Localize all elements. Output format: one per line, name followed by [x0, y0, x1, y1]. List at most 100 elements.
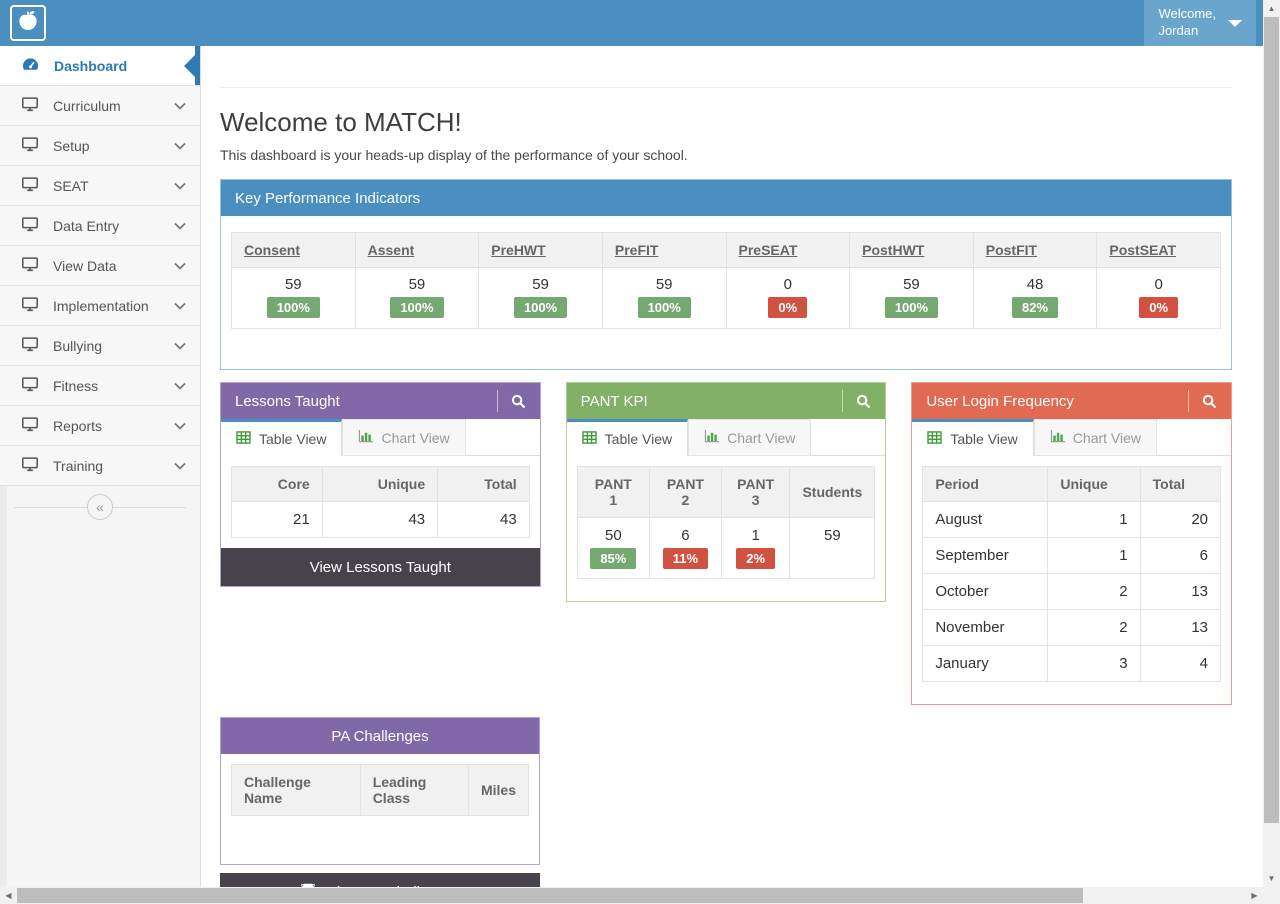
- sidebar-item-label: Data Entry: [53, 217, 120, 234]
- apple-logo-icon: [16, 9, 40, 38]
- kpi-panel-body: Consent Assent PreHWT PreFIT PreSEAT Pos…: [221, 216, 1231, 369]
- table-view-icon: [927, 431, 943, 447]
- view-lessons-taught-button[interactable]: View Lessons Taught: [221, 548, 540, 586]
- pa-table: Challenge Name Leading Class Miles: [231, 764, 530, 816]
- tab-chart-view[interactable]: Chart View: [688, 419, 812, 456]
- scroll-right-arrow[interactable]: ▶: [1251, 891, 1258, 900]
- kpi-value: 59: [284, 276, 302, 293]
- kpi-cell: 0 0%: [725, 267, 851, 329]
- chevron-down-icon: [174, 382, 186, 390]
- pa-panel-header: PA Challenges: [221, 718, 539, 754]
- tab-chart-view[interactable]: Chart View: [1033, 419, 1158, 456]
- chevron-down-icon: [174, 182, 186, 190]
- table-cell: 21: [231, 501, 323, 538]
- tab-table-view[interactable]: Table View: [221, 419, 343, 456]
- kpi-panel-header: Key Performance Indicators: [221, 180, 1231, 216]
- horizontal-scroll-thumb[interactable]: [17, 888, 1083, 903]
- horizontal-scrollbar[interactable]: ◀ ▶: [0, 887, 1263, 904]
- sidebar-item-setup[interactable]: Setup: [0, 126, 200, 166]
- sidebar-item-seat[interactable]: SEAT: [0, 166, 200, 206]
- table-row: November 2 13: [922, 609, 1222, 646]
- column-header: PANT 1: [576, 466, 650, 518]
- monitor-icon: [21, 455, 39, 476]
- kpi-header-link[interactable]: Assent: [367, 242, 415, 258]
- scroll-up-arrow[interactable]: ▲: [1267, 4, 1276, 13]
- sidebar-item-label: View Data: [53, 257, 117, 274]
- sidebar-item-training[interactable]: Training: [0, 446, 200, 486]
- pant-percent-badge: 11%: [662, 548, 709, 569]
- sidebar-item-data-entry[interactable]: Data Entry: [0, 206, 200, 246]
- sidebar-item-dashboard[interactable]: Dashboard: [0, 46, 200, 86]
- kpi-value: 59: [532, 276, 549, 293]
- pa-challenges-panel: PA Challenges Challenge Name Leading Cla…: [220, 717, 540, 865]
- app-logo[interactable]: [10, 5, 46, 41]
- table-cell: 43: [321, 501, 439, 538]
- kpi-header-link[interactable]: Consent: [244, 242, 300, 258]
- sidebar-item-view-data[interactable]: View Data: [0, 246, 200, 286]
- tab-chart-view[interactable]: Chart View: [342, 419, 466, 456]
- tab-table-view[interactable]: Table View: [566, 419, 689, 456]
- kpi-value: 0: [1154, 276, 1163, 293]
- chevron-down-icon: [174, 102, 186, 110]
- sidebar-item-implementation[interactable]: Implementation: [0, 286, 200, 326]
- login-table: Period Unique Total August 1 20: [922, 466, 1222, 682]
- vertical-scrollbar[interactable]: ▲ ▼: [1263, 0, 1280, 887]
- column-header: Total: [1139, 466, 1222, 502]
- sidebar-item-bullying[interactable]: Bullying: [0, 326, 200, 366]
- divider: [220, 87, 1232, 88]
- tab-label: Table View: [259, 431, 327, 447]
- kpi-column-header: PreFIT: [601, 232, 727, 268]
- chevron-down-icon: [174, 422, 186, 430]
- topbar: Welcome, Jordan: [0, 0, 1263, 46]
- table-cell: 4: [1139, 645, 1222, 682]
- collapse-icon: «: [87, 494, 113, 520]
- table-cell: October: [922, 573, 1049, 610]
- chart-view-icon: [1050, 429, 1065, 446]
- tab-label: Chart View: [381, 429, 450, 446]
- view-pa-challenges-button[interactable]: View PA Challenges: [220, 873, 540, 887]
- sidebar-item-label: Implementation: [53, 297, 149, 314]
- scroll-down-arrow[interactable]: ▼: [1267, 874, 1276, 883]
- sidebar-item-label: Training: [53, 457, 104, 474]
- kpi-column-header: Assent: [354, 232, 480, 268]
- user-menu[interactable]: Welcome, Jordan: [1144, 0, 1256, 46]
- kpi-header-link[interactable]: PreSEAT: [738, 242, 798, 258]
- table-cell: 1 2%: [720, 517, 791, 579]
- sidebar-item-label: Bullying: [53, 337, 103, 354]
- kpi-header-link[interactable]: PreFIT: [614, 242, 659, 258]
- sidebar-item-fitness[interactable]: Fitness: [0, 366, 200, 406]
- login-panel-header: User Login Frequency: [912, 383, 1232, 419]
- kpi-header-link[interactable]: PostFIT: [985, 242, 1038, 258]
- kpi-column-header: PostHWT: [849, 232, 974, 268]
- search-icon[interactable]: [842, 390, 871, 412]
- widget-row: Lessons Taught Table View Chart View: [220, 382, 1233, 705]
- empty-table-body: [231, 816, 529, 854]
- table-view-icon: [236, 431, 251, 447]
- monitor-icon: [21, 135, 39, 156]
- chevron-down-icon: [174, 342, 186, 350]
- scroll-left-arrow[interactable]: ◀: [5, 891, 12, 900]
- tab-table-view[interactable]: Table View: [912, 419, 1034, 456]
- sidebar-item-reports[interactable]: Reports: [0, 406, 200, 446]
- search-icon[interactable]: [496, 390, 526, 412]
- kpi-value: 48: [1026, 276, 1044, 293]
- scrollbar-corner: [1263, 887, 1280, 904]
- monitor-icon: [21, 335, 39, 356]
- button-label: View Lessons Taught: [309, 558, 451, 576]
- kpi-header-link[interactable]: PostSEAT: [1109, 242, 1177, 258]
- kpi-percent-badge: 100%: [884, 297, 939, 318]
- kpi-header-link[interactable]: PreHWT: [491, 242, 546, 258]
- sidebar-item-curriculum[interactable]: Curriculum: [0, 86, 200, 126]
- chevron-down-icon: [174, 222, 186, 230]
- table-cell: 2: [1047, 573, 1141, 610]
- vertical-scroll-thumb[interactable]: [1264, 17, 1279, 823]
- kpi-percent-badge: 100%: [637, 297, 691, 318]
- kpi-header-link[interactable]: PostHWT: [862, 242, 925, 258]
- kpi-cell: 48 82%: [972, 267, 1098, 329]
- kpi-column-header: PreHWT: [478, 232, 603, 268]
- pant-panel-title: PANT KPI: [580, 392, 648, 410]
- kpi-column-header: Consent: [231, 232, 356, 268]
- search-icon[interactable]: [1188, 390, 1217, 412]
- column-header: Leading Class: [359, 764, 469, 816]
- sidebar-collapse-button[interactable]: «: [0, 486, 200, 528]
